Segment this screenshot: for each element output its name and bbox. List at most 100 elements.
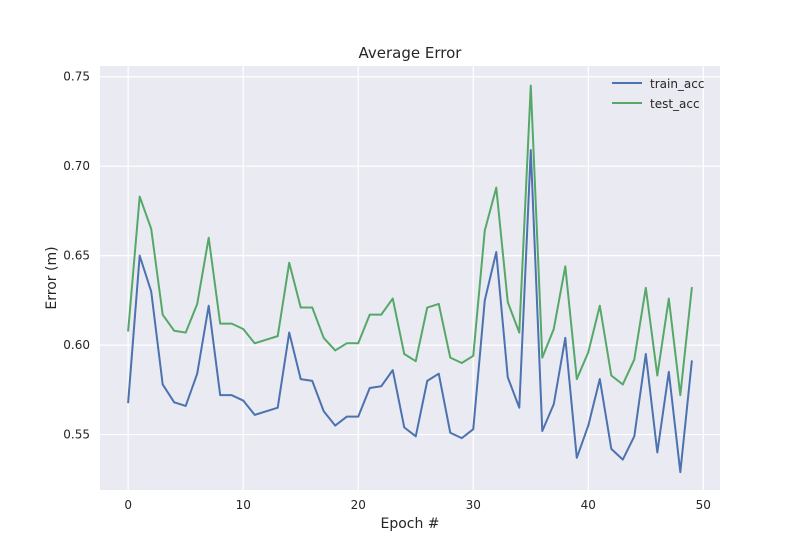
data-point-train-acc (322, 410, 325, 413)
y-tick-label: 0.60 (63, 338, 90, 352)
data-point-train-acc (575, 457, 578, 459)
data-point-train-acc (564, 337, 567, 339)
data-point-train-acc (184, 405, 187, 407)
data-point-test-acc (403, 353, 406, 355)
data-point-test-acc (575, 378, 578, 380)
data-point-test-acc (518, 331, 521, 334)
data-point-train-acc (138, 254, 141, 257)
data-point-train-acc (253, 414, 256, 416)
data-point-test-acc (322, 337, 325, 339)
legend-label-train-acc: train_acc (650, 77, 704, 91)
data-point-train-acc (288, 331, 291, 334)
data-point-train-acc (426, 380, 429, 382)
data-point-test-acc (633, 358, 636, 361)
data-point-train-acc (173, 401, 175, 404)
data-point-test-acc (426, 306, 429, 309)
plot-background (100, 66, 720, 490)
data-point-train-acc (483, 299, 486, 302)
y-tick-label: 0.65 (63, 249, 90, 263)
data-point-train-acc (357, 415, 360, 418)
data-point-test-acc (679, 394, 682, 396)
data-point-train-acc (610, 448, 613, 450)
data-point-test-acc (334, 349, 337, 352)
data-point-test-acc (610, 374, 613, 377)
series-lines (127, 84, 693, 474)
data-point-test-acc (345, 342, 348, 345)
data-point-train-acc (230, 394, 233, 396)
data-point-test-acc (552, 328, 555, 330)
data-point-train-acc (529, 149, 532, 151)
data-point-train-acc (368, 387, 371, 389)
data-point-test-acc (276, 335, 279, 337)
legend: train_acc test_acc (612, 77, 704, 111)
grid-lines (100, 66, 720, 490)
data-point-test-acc (506, 301, 509, 303)
data-point-train-acc (518, 406, 521, 409)
data-point-test-acc (253, 342, 256, 345)
data-point-train-acc (265, 410, 268, 413)
data-point-train-acc (242, 399, 245, 402)
data-point-test-acc (599, 304, 601, 307)
data-point-train-acc (622, 458, 624, 461)
x-tick-label: 20 (351, 498, 366, 512)
data-point-test-acc (219, 322, 221, 325)
data-point-train-acc (645, 353, 647, 355)
data-point-train-acc (334, 424, 337, 427)
x-tick-label: 30 (466, 498, 481, 512)
data-point-test-acc (495, 186, 498, 189)
data-point-test-acc (437, 303, 440, 305)
data-point-test-acc (472, 355, 475, 357)
data-point-train-acc (541, 430, 544, 432)
series-line-train-acc (127, 149, 693, 474)
data-point-test-acc (564, 265, 567, 268)
data-point-train-acc (437, 372, 440, 375)
data-point-train-acc (495, 251, 498, 253)
data-point-train-acc (161, 383, 164, 386)
data-point-train-acc (449, 431, 452, 434)
data-point-test-acc (138, 195, 141, 198)
data-point-train-acc (403, 426, 406, 429)
data-point-test-acc (391, 297, 394, 300)
data-point-test-acc (668, 297, 670, 300)
data-point-train-acc (472, 428, 475, 430)
data-point-test-acc (230, 322, 233, 325)
data-point-train-acc (345, 415, 348, 418)
data-point-test-acc (656, 374, 659, 377)
data-point-test-acc (288, 261, 291, 264)
series-line-test-acc (127, 84, 693, 397)
data-point-test-acc (529, 84, 532, 87)
data-point-train-acc (552, 403, 555, 405)
x-tick-label: 50 (696, 498, 711, 512)
data-point-test-acc (541, 356, 544, 359)
data-point-train-acc (587, 424, 590, 427)
data-point-train-acc (506, 376, 509, 379)
data-point-test-acc (483, 229, 486, 232)
data-point-train-acc (150, 290, 152, 293)
data-point-train-acc (391, 369, 394, 371)
data-point-train-acc (380, 385, 383, 388)
x-tick-label: 0 (124, 498, 132, 512)
data-point-train-acc (207, 304, 210, 307)
data-point-train-acc (219, 394, 221, 396)
data-point-train-acc (460, 437, 463, 439)
data-point-test-acc (311, 306, 314, 309)
data-point-train-acc (299, 378, 302, 380)
data-point-test-acc (242, 328, 245, 330)
data-point-train-acc (668, 371, 670, 373)
data-point-train-acc (196, 372, 198, 375)
data-point-test-acc (460, 362, 463, 364)
data-point-test-acc (196, 303, 198, 305)
y-tick-label: 0.55 (63, 428, 90, 442)
data-point-test-acc (691, 287, 693, 289)
data-point-train-acc (127, 401, 129, 404)
data-point-test-acc (368, 313, 371, 316)
x-tick-label: 40 (581, 498, 596, 512)
y-tick-label: 0.70 (63, 159, 90, 173)
data-point-train-acc (691, 360, 693, 362)
data-point-train-acc (414, 435, 417, 438)
data-point-test-acc (173, 329, 175, 332)
data-point-test-acc (645, 287, 647, 289)
data-point-test-acc (161, 313, 164, 316)
data-point-test-acc (299, 306, 302, 309)
